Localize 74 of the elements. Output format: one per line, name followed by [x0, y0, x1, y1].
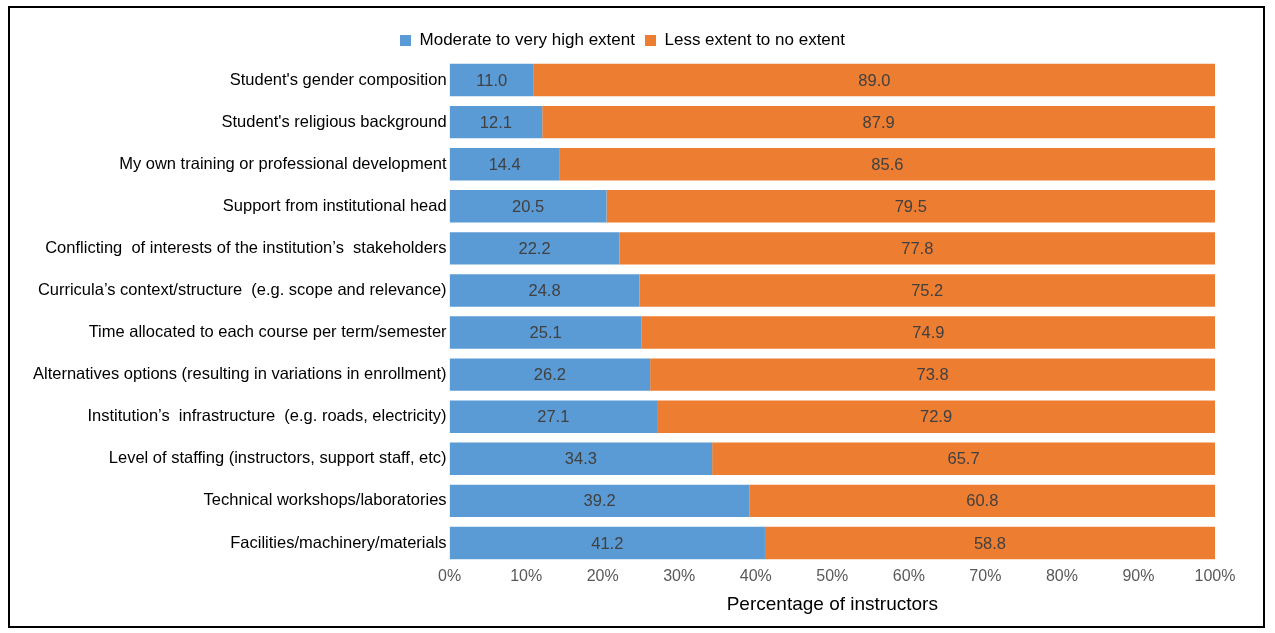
data-label: 58.8 [973, 533, 1007, 552]
data-label: 26.2 [533, 365, 566, 384]
data-label: 65.7 [947, 449, 980, 468]
data-label: 20.5 [512, 196, 545, 215]
data-label: 75.2 [911, 281, 944, 300]
bar [542, 105, 1215, 139]
y-tick-label: Conflicting of interests of the institution’s stakeholders [45, 237, 447, 256]
legend-label: Less extent to no extent [664, 30, 846, 50]
y-tick-label: Student's religious background [221, 111, 447, 130]
y-tick-label: Facilities/machinery/materials [230, 532, 447, 551]
y-tick-label: My own training or professional development [119, 153, 448, 172]
x-tick-label: 50% [816, 567, 849, 585]
bar [619, 232, 1215, 265]
bar [449, 442, 713, 476]
x-tick-label: 70% [969, 567, 1002, 585]
bar [641, 316, 1215, 349]
data-label: 27.1 [537, 407, 570, 426]
y-tick-label: Technical workshops/laboratories [203, 490, 447, 509]
data-label: 25.1 [529, 323, 562, 342]
x-tick-label: 90% [1122, 567, 1155, 585]
bar [764, 526, 1215, 560]
bar [533, 63, 1215, 97]
bar [449, 358, 651, 391]
data-label: 41.2 [591, 533, 624, 552]
data-label: 87.9 [862, 112, 895, 131]
data-label: 74.9 [912, 323, 945, 342]
data-label: 77.8 [901, 238, 934, 257]
bar [606, 190, 1215, 223]
y-tick-label: Institution’s infrastructure (e.g. roads, electricity) [87, 406, 447, 425]
y-tick-label: Support from institutional head [222, 195, 447, 214]
bar [449, 316, 642, 349]
bar [449, 232, 620, 265]
bar [712, 442, 1215, 476]
data-label: 72.9 [919, 407, 953, 426]
y-tick-label: Alternatives options (resulting in variations in enrollment) [32, 364, 447, 383]
x-tick-label: 10% [510, 567, 543, 585]
x-tick-label: 0% [438, 567, 462, 585]
data-label: 85.6 [871, 154, 904, 173]
x-tick-label: 60% [892, 567, 925, 585]
data-label: 60.8 [966, 491, 999, 510]
data-label: 24.8 [528, 281, 561, 300]
y-tick-label: Level of staffing (instructors, support staff, etc) [108, 448, 447, 467]
bar [449, 190, 607, 223]
bar [449, 526, 765, 560]
y-tick-label: Curricula’s context/structure (e.g. scope and relevance) [37, 280, 447, 299]
data-label: 39.2 [583, 491, 616, 510]
data-label: 11.0 [476, 70, 508, 89]
x-tick-label: 40% [739, 567, 772, 585]
legend-label: Moderate to very high extent [419, 30, 636, 50]
bar [449, 63, 534, 97]
bar [559, 147, 1215, 181]
data-label: 89.0 [858, 70, 891, 89]
bar [449, 400, 658, 433]
bar [449, 484, 750, 518]
x-tick-label: 80% [1045, 567, 1078, 585]
data-label: 22.2 [518, 238, 551, 257]
bar [657, 400, 1215, 433]
data-label: 73.8 [916, 365, 949, 384]
y-tick-label: Student's gender composition [229, 69, 447, 88]
x-tick-label: 30% [663, 567, 696, 585]
bar [449, 274, 640, 307]
x-axis-title: Percentage of instructors [726, 592, 938, 614]
data-label: 79.5 [894, 196, 927, 215]
bar [749, 484, 1215, 518]
y-tick-label: Time allocated to each course per term/semester [88, 322, 448, 341]
data-label: 12.1 [479, 112, 512, 131]
bar [650, 358, 1215, 391]
x-tick-label: 20% [586, 567, 619, 585]
x-tick-label: 100% [1194, 567, 1236, 585]
bar [449, 147, 560, 181]
bar [449, 105, 543, 139]
bar [639, 274, 1215, 307]
data-label: 34.3 [564, 449, 597, 468]
data-label: 14.4 [488, 154, 521, 173]
